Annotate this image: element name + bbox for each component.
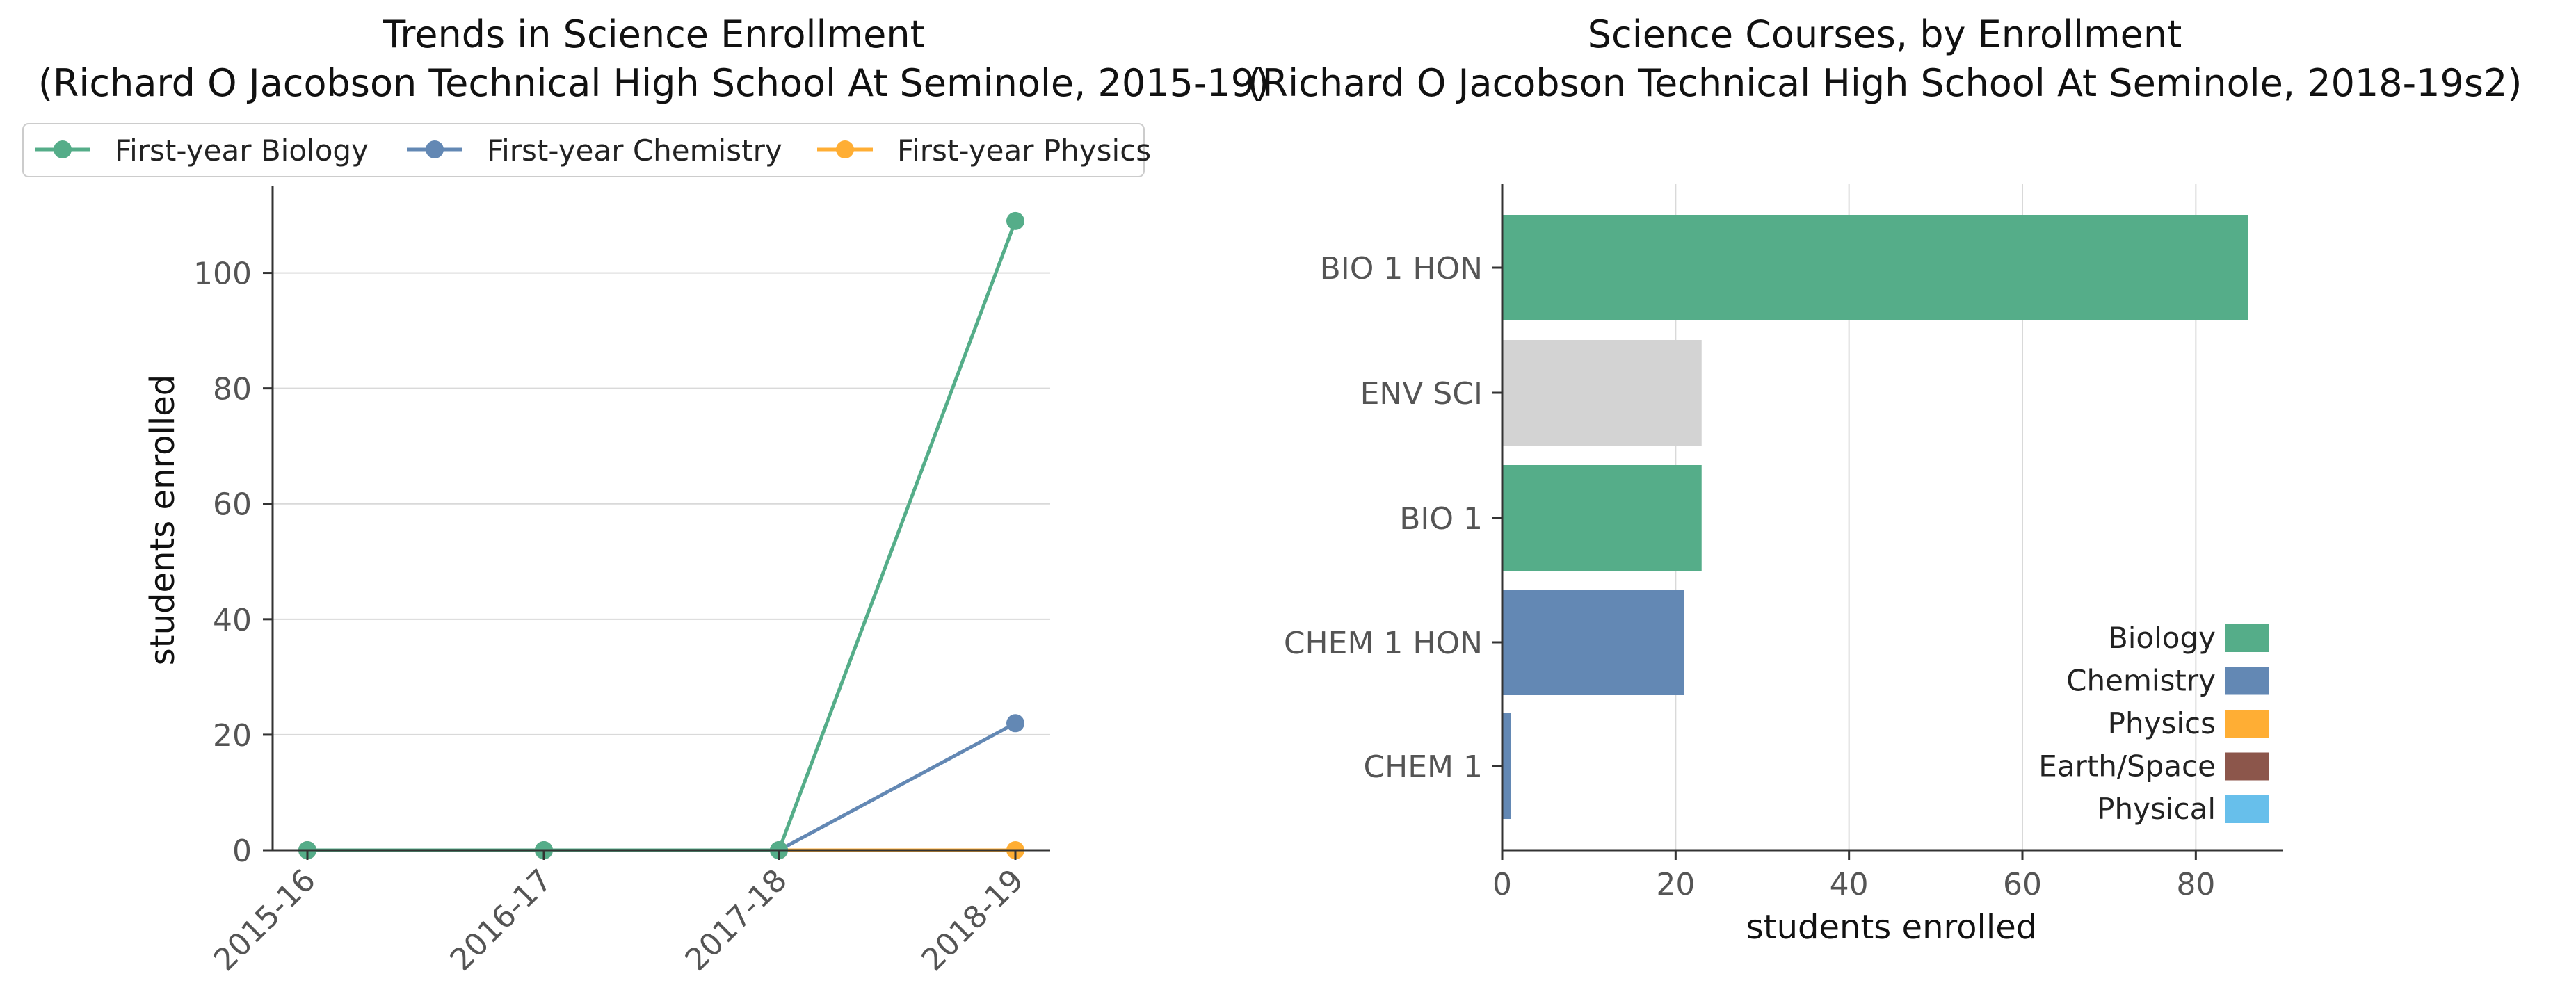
legend-swatch	[2225, 667, 2269, 695]
y-tick-label: 40	[213, 603, 252, 638]
legend-marker	[426, 140, 444, 158]
y-tick-label: 60	[213, 487, 252, 523]
x-tick-label: 20	[1656, 867, 1695, 902]
bar-chart-axes: BIO 1 HON ENV SCI BIO 1 CHEM 1 HON CHEM 1 0 20…	[1284, 184, 2283, 902]
y-tick-label: 80	[213, 372, 252, 407]
legend-label: Chemistry	[2066, 664, 2216, 698]
x-tick-label: 2017-18	[679, 863, 794, 978]
line-chart-gridlines	[273, 272, 1050, 735]
bar	[1502, 215, 2248, 320]
legend-label: First-year Biology	[115, 133, 369, 168]
bar	[1502, 465, 1702, 571]
bar	[1502, 713, 1511, 819]
line-chart-y-axis-label: students enrolled	[143, 375, 182, 665]
bar	[1502, 340, 1702, 446]
legend-label: Physical	[2097, 792, 2216, 826]
legend-swatch	[2225, 795, 2269, 823]
legend-box	[22, 123, 1145, 177]
x-tick-label: 2018-19	[915, 863, 1031, 978]
y-tick-label: 0	[232, 834, 252, 869]
x-tick-label: 40	[1830, 867, 1869, 902]
legend-label: First-year Chemistry	[487, 133, 782, 168]
legend-label: Biology	[2108, 621, 2216, 655]
bar-chart-x-axis-label: students enrolled	[1746, 908, 2037, 947]
bar-chart-legend: Biology Chemistry Physics Earth/Space Physic…	[2038, 621, 2269, 826]
bar-chart-subtitle: (Richard O Jacobson Technical High Schoo…	[1248, 61, 2522, 105]
line-chart-subtitle: (Richard O Jacobson Technical High Schoo…	[38, 61, 1269, 105]
line-chart-axes: 0 20 40 60 80 100 2015-16 2016-17 2017-18 2018-19	[193, 186, 1050, 978]
legend-swatch	[2225, 752, 2269, 781]
x-tick-label: 60	[2003, 867, 2042, 902]
legend-label: Physics	[2108, 706, 2216, 740]
y-tick-label: 100	[193, 257, 252, 292]
line-chart-legend: First-year Biology First-year Chemistry Fi…	[22, 123, 1151, 177]
legend-marker	[54, 140, 72, 158]
category-label: ENV SCI	[1360, 376, 1483, 412]
bar-chart-bars	[1502, 215, 2248, 819]
category-label: CHEM 1 HON	[1284, 626, 1483, 661]
series-line	[307, 722, 1017, 852]
bar-chart-title: Science Courses, by Enrollment	[1588, 13, 2182, 56]
data-point	[1006, 714, 1024, 733]
x-tick-label: 0	[1492, 867, 1512, 902]
series-line	[307, 220, 1017, 852]
x-tick-label: 80	[2176, 867, 2215, 902]
x-tick-label: 2015-16	[207, 863, 323, 978]
data-point	[1006, 211, 1024, 230]
legend-label: First-year Physics	[897, 133, 1151, 168]
bar-chart: Science Courses, by Enrollment (Richard …	[1248, 13, 2522, 947]
category-label: BIO 1	[1399, 501, 1483, 537]
category-label: BIO 1 HON	[1320, 251, 1483, 286]
bar	[1502, 590, 1684, 695]
x-tick-label: 2016-17	[444, 863, 559, 978]
line-chart: Trends in Science Enrollment (Richard O …	[22, 13, 1269, 978]
legend-marker	[836, 140, 854, 158]
legend-swatch	[2225, 710, 2269, 738]
y-tick-label: 20	[213, 718, 252, 754]
line-chart-title: Trends in Science Enrollment	[382, 13, 925, 56]
legend-swatch	[2225, 624, 2269, 652]
category-label: CHEM 1	[1363, 749, 1483, 785]
line-chart-series	[298, 211, 1024, 859]
legend-label: Earth/Space	[2038, 749, 2216, 783]
